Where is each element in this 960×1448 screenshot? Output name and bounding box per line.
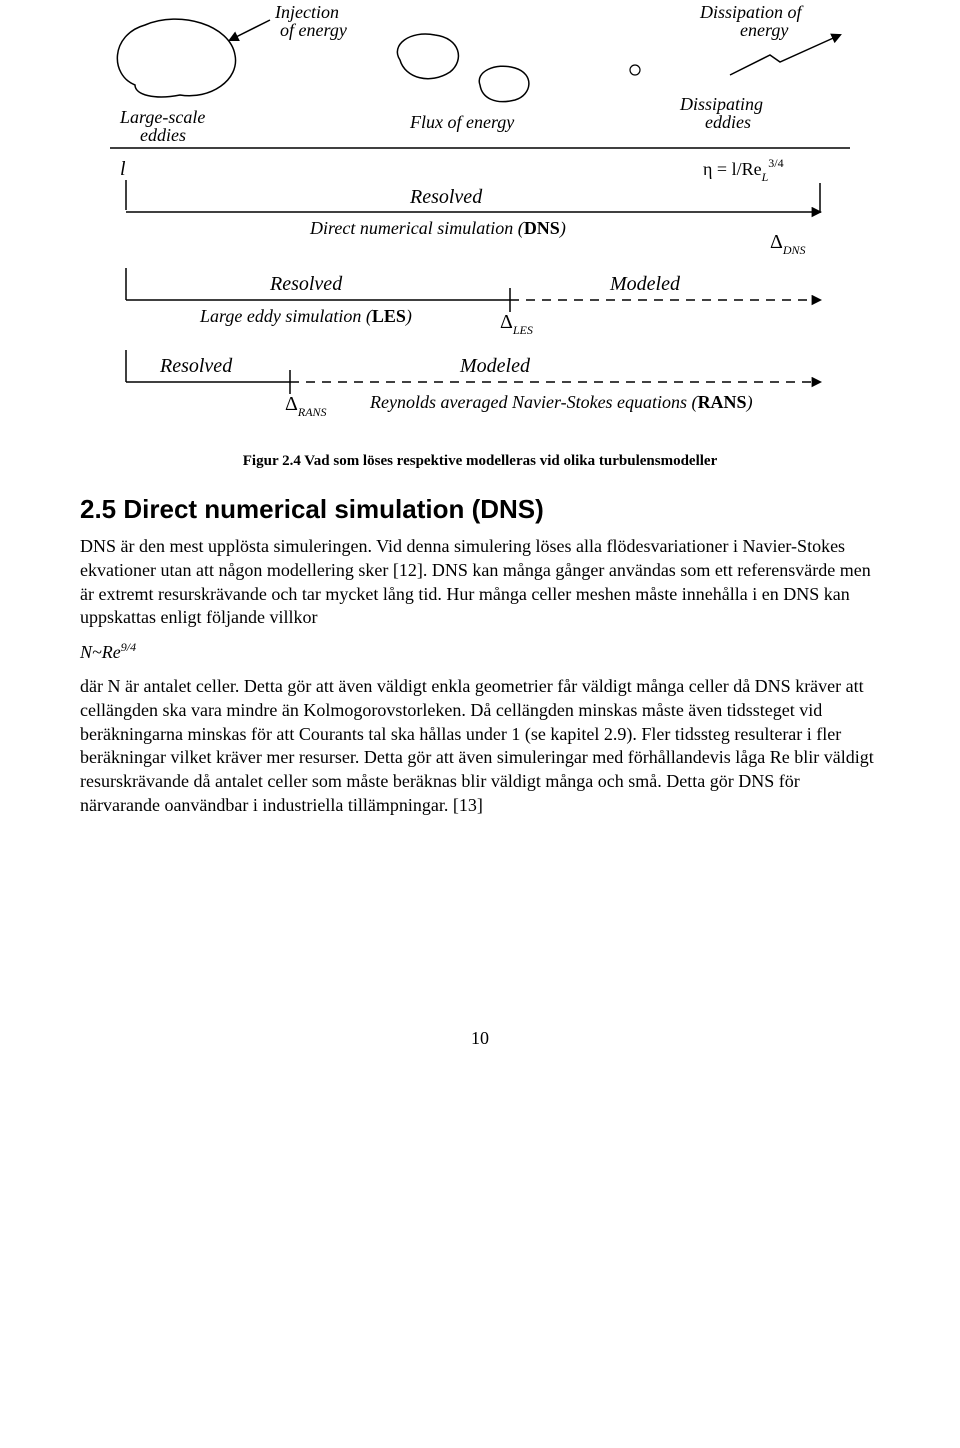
label-flux: Flux of energy	[409, 112, 514, 132]
label-dissipating-2: eddies	[705, 112, 751, 132]
label-dns: Direct numerical simulation (DNS)	[309, 218, 566, 239]
label-rans: Reynolds averaged Navier-Stokes equation…	[369, 392, 753, 413]
label-large-scale-2: eddies	[140, 125, 186, 145]
label-modeled-les: Modeled	[609, 273, 681, 295]
section-heading: 2.5 Direct numerical simulation (DNS)	[80, 494, 880, 525]
formula: N~Re9/4	[80, 640, 880, 663]
label-eta: η = l/ReL3/4	[703, 156, 784, 184]
turbulence-model-diagram: Injection of energy Dissipation of energ…	[80, 0, 880, 430]
label-resolved-les: Resolved	[269, 273, 343, 295]
label-resolved-dns: Resolved	[409, 186, 483, 208]
label-delta-dns: ΔDNS	[770, 231, 806, 257]
label-injection-1: Injection	[274, 2, 339, 22]
paragraph-1: DNS är den mest upplösta simuleringen. V…	[80, 535, 880, 630]
label-delta-les: ΔLES	[500, 311, 533, 337]
label-modeled-rans: Modeled	[459, 355, 531, 377]
label-injection-2: of energy	[280, 20, 347, 40]
label-dissipation-1: Dissipation of	[699, 2, 805, 22]
label-large-scale-1: Large-scale	[119, 107, 205, 127]
label-les: Large eddy simulation (LES)	[199, 306, 412, 327]
page-number: 10	[80, 1028, 880, 1049]
label-l-symbol: l	[120, 158, 126, 180]
label-dissipating-1: Dissipating	[679, 94, 763, 114]
paragraph-2: där N är antalet celler. Detta gör att ä…	[80, 675, 880, 818]
label-dissipation-2: energy	[740, 20, 788, 40]
label-resolved-rans: Resolved	[159, 355, 233, 377]
label-delta-rans: ΔRANS	[285, 393, 327, 419]
figure-caption: Figur 2.4 Vad som löses respektive model…	[80, 453, 880, 470]
